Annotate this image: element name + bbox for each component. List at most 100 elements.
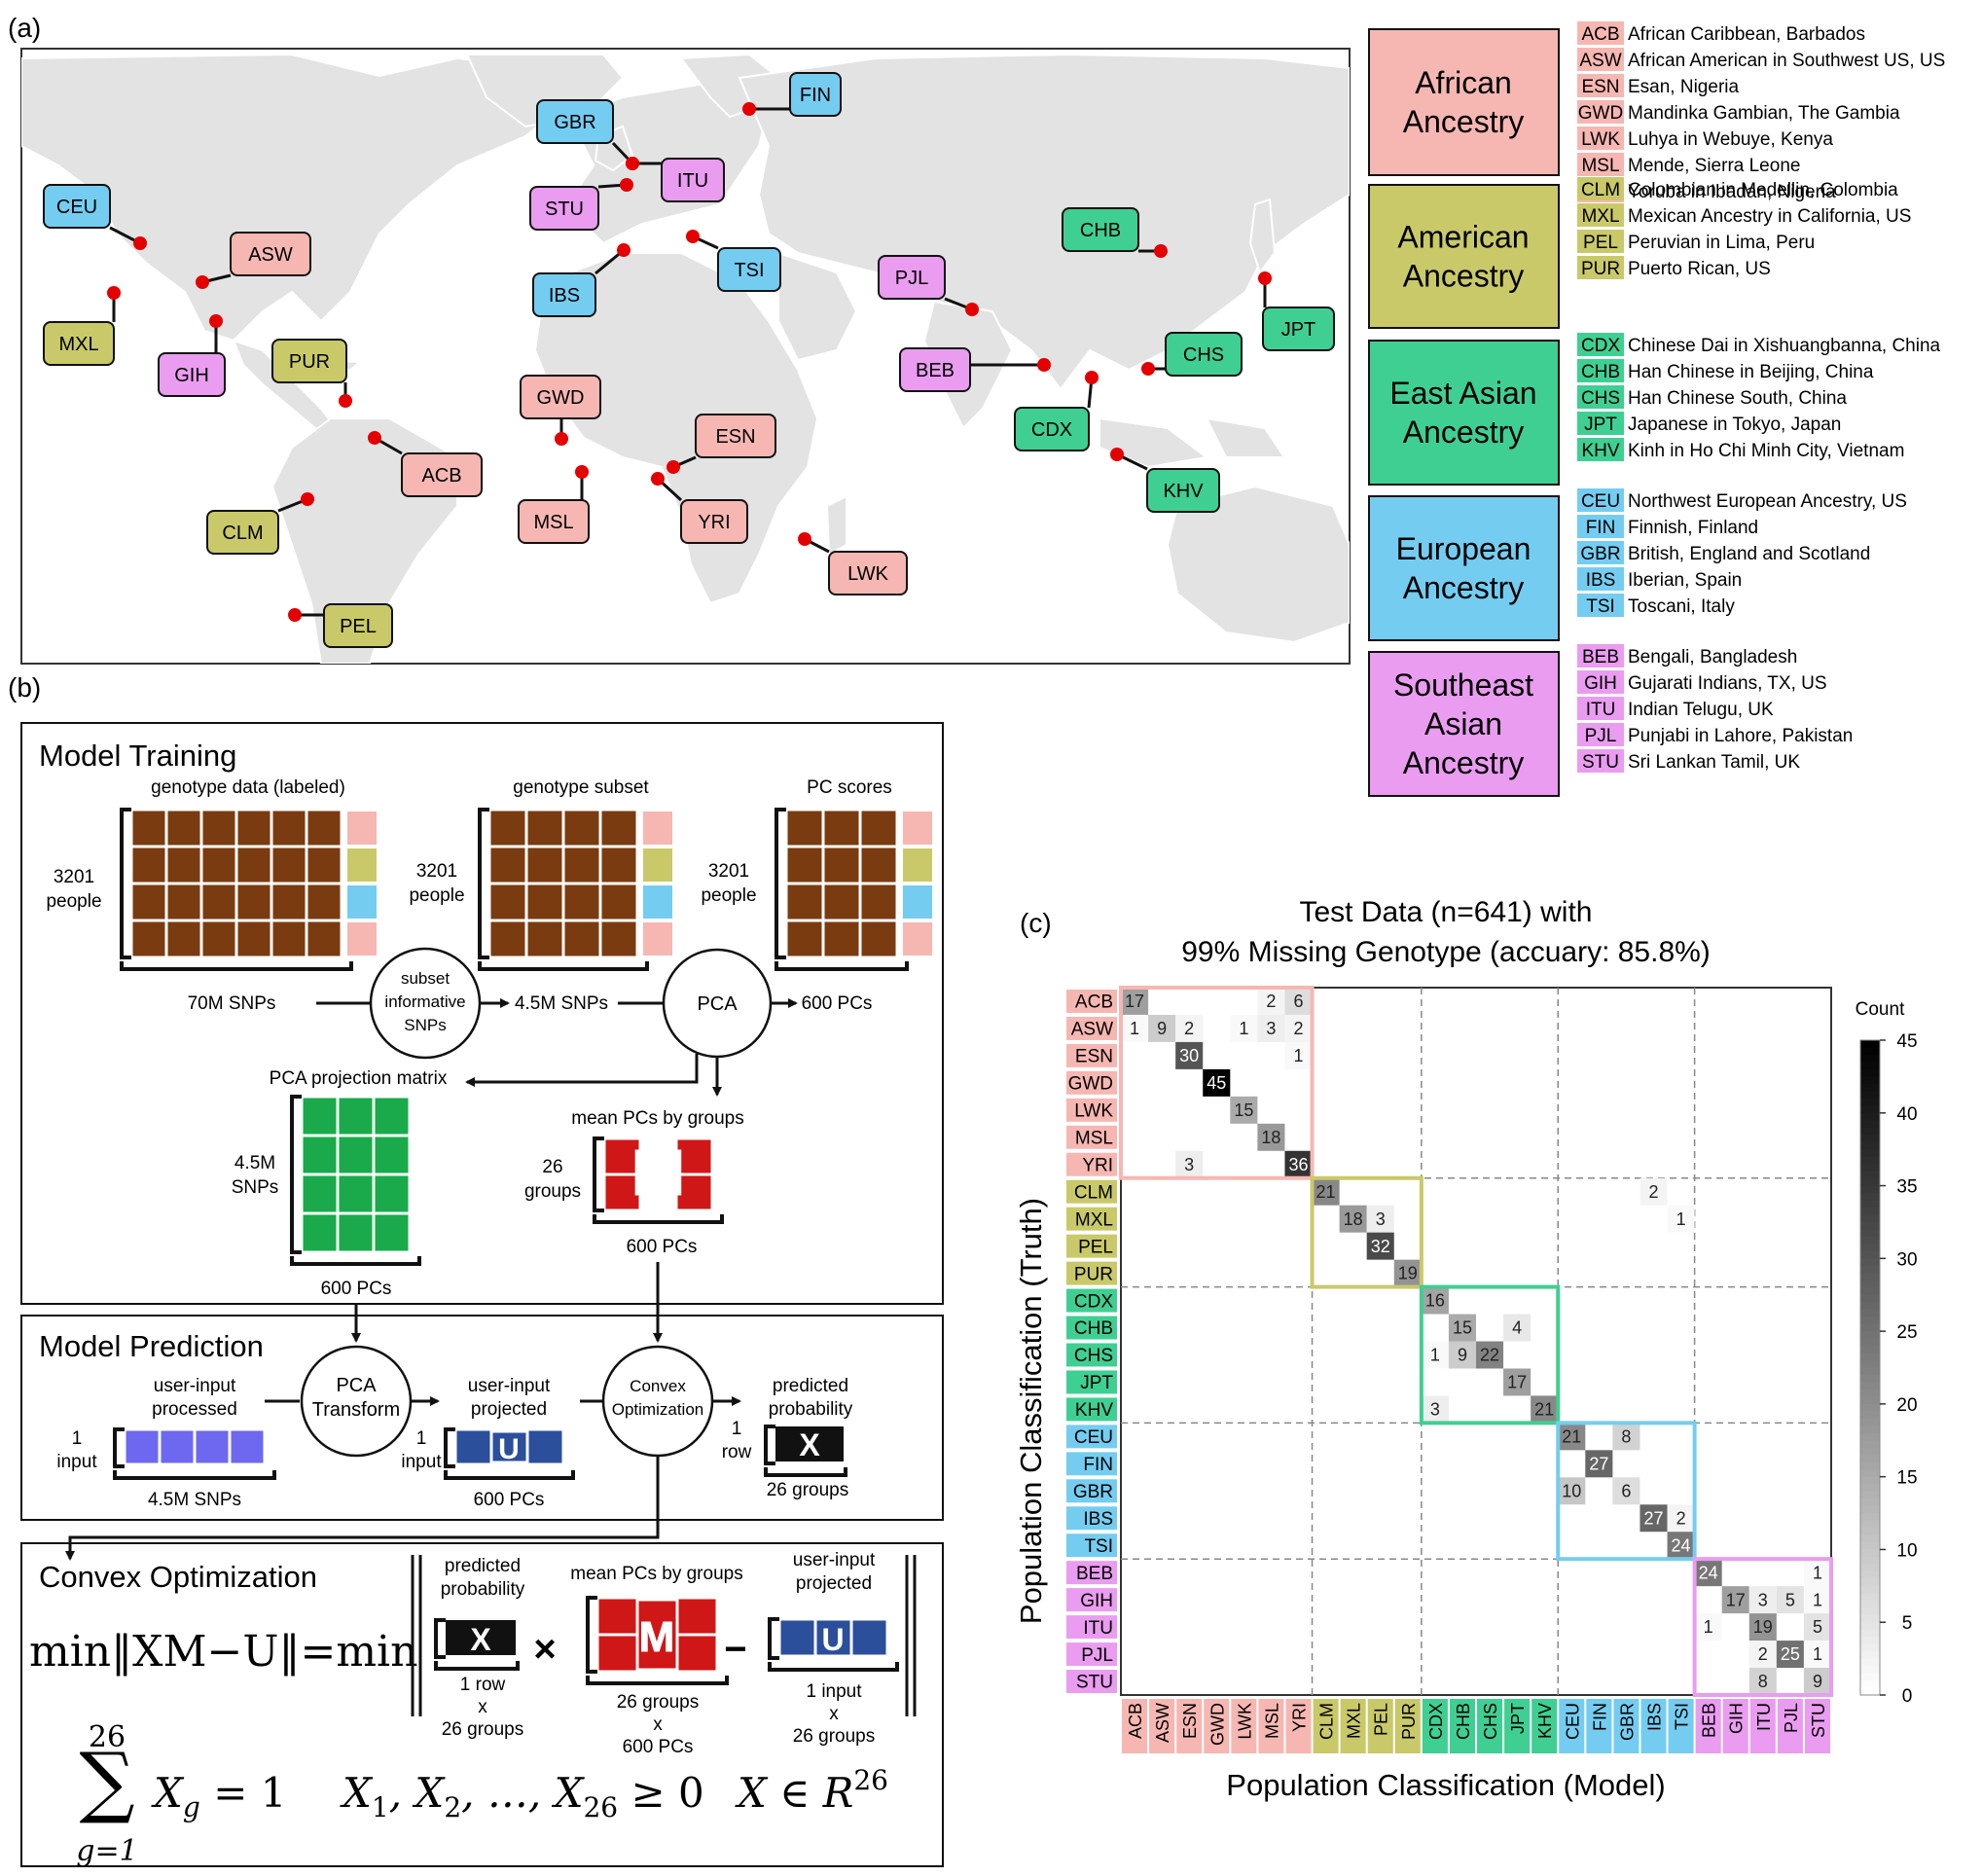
x-tick-swatch: [1176, 1699, 1203, 1753]
colorbar-segment: [1860, 1637, 1880, 1645]
gm1-cell: [305, 808, 343, 848]
colorbar-segment: [1860, 1614, 1880, 1624]
legend-desc: Iberian, Spain: [1628, 570, 1742, 591]
colorbar-segment: [1860, 1207, 1880, 1216]
map-tag-label-pur: PUR: [289, 351, 330, 373]
colorbar-segment: [1860, 1418, 1880, 1427]
prediction-vector-fill: [775, 1426, 844, 1461]
colorbar-segment: [1860, 1229, 1880, 1238]
input-bottom-bracket: [113, 1470, 276, 1480]
legend-code-swatch: [1577, 644, 1624, 667]
colorbar-segment: [1860, 1083, 1880, 1093]
proj-rows-line1b: 1: [416, 1428, 427, 1449]
gm1-label-swatch: [347, 848, 377, 882]
x-label-line1: predicted: [445, 1556, 521, 1576]
colorbar-tick-label: 0: [1902, 1686, 1913, 1707]
map-tag-label-esn: ESN: [715, 426, 755, 448]
heatmap-cell-value: 17: [1726, 1590, 1746, 1609]
map-tag-tsi: [717, 247, 781, 292]
gm2-label-swatch: [643, 922, 672, 956]
y-tick-label: MSL: [1075, 1128, 1113, 1148]
gm1-cell: [164, 808, 203, 848]
colorbar-segment: [1860, 1076, 1880, 1085]
convex-m-cell: [595, 1633, 639, 1674]
legend-code-swatch: [1577, 74, 1624, 97]
colorbar-segment: [1860, 1141, 1880, 1151]
y-tick-label: BEB: [1076, 1564, 1113, 1584]
map-dot-tsi: [686, 230, 700, 243]
heatmap-cell-value: 2: [1266, 992, 1276, 1011]
map-tag-acb: [401, 452, 483, 497]
colorbar-segment: [1860, 1353, 1880, 1362]
proj-label-line1: user-input: [468, 1376, 551, 1396]
convex-x-bottom-bracket: [434, 1661, 520, 1671]
convex-u-bottom-bracket: [768, 1662, 899, 1672]
map-tag-asw: [230, 232, 311, 276]
map-tag-label-khv: KHV: [1163, 481, 1204, 502]
colorbar-segment: [1860, 1105, 1880, 1114]
gm1-left-bracket: [120, 808, 131, 959]
y-tick-swatch: [1066, 1152, 1117, 1176]
y-tick-swatch: [1066, 1288, 1117, 1313]
heatmap-cell-value: 17: [1125, 992, 1144, 1011]
heatmap-cell: [1803, 1613, 1831, 1642]
colorbar-segment: [1860, 1469, 1880, 1478]
y-tick-swatch: [1066, 1207, 1117, 1231]
gm1-cell: [305, 919, 343, 959]
legend-code: GIH: [1584, 673, 1617, 694]
sum-upper: 26: [89, 1720, 126, 1754]
map-tag-label-pjl: PJL: [895, 268, 928, 289]
map-tag-label-beb: BEB: [916, 360, 955, 381]
projected-letter-u: U: [498, 1433, 520, 1465]
gm3-cell: [858, 919, 899, 959]
y-tick-label: GWD: [1068, 1074, 1113, 1095]
y-tick-swatch: [1066, 1615, 1117, 1640]
mean-left-bracket: [593, 1136, 604, 1212]
sum-sigma: ∑: [79, 1736, 134, 1826]
convex-title: Convex Optimization: [39, 1560, 317, 1594]
map-dot-ibs: [617, 243, 631, 257]
colorbar-segment: [1860, 1149, 1880, 1158]
y-tick-label: CHS: [1074, 1346, 1113, 1366]
heatmap-cell-value: 5: [1785, 1590, 1795, 1609]
y-tick-label: MXL: [1075, 1209, 1113, 1230]
heatmap-cell: [1175, 1014, 1204, 1042]
heatmap-cell-value: 18: [1344, 1209, 1363, 1229]
y-tick-swatch: [1066, 1533, 1117, 1558]
convex-u-cell: [777, 1617, 817, 1658]
model-prediction-panel: Model Prediction user-input processed 1 …: [20, 1262, 944, 1561]
colorbar-tick-label: 15: [1896, 1468, 1917, 1489]
people-label-2: people: [409, 885, 464, 906]
x-tick-swatch: [1258, 1699, 1284, 1753]
legend-desc: British, England and Scotland: [1628, 544, 1870, 564]
colorbar-segment: [1860, 1600, 1880, 1609]
map-dot-jpt: [1258, 271, 1272, 285]
heatmap-group-box: [1556, 1421, 1697, 1562]
map-tag-label-tsi: TSI: [734, 260, 764, 281]
x-tick-swatch: [1749, 1699, 1776, 1753]
projection-cell: [336, 1095, 376, 1137]
colorbar-segment: [1860, 1317, 1880, 1325]
projected-cell: [525, 1427, 565, 1466]
heatmap-cell: [1748, 1613, 1777, 1642]
legend-group-title: Ancestry: [1403, 104, 1524, 139]
colorbar-segment: [1860, 1047, 1880, 1056]
gm1-cell: [270, 882, 308, 922]
colorbar-segment: [1860, 1491, 1880, 1500]
map-tag-label-chs: CHS: [1183, 344, 1224, 366]
map-dot-esn: [667, 460, 680, 474]
x-tick-swatch: [1559, 1699, 1585, 1753]
heatmap-cell-value: 2: [1676, 1508, 1686, 1528]
heatmap-cell: [1312, 1177, 1340, 1206]
input-cell: [158, 1427, 197, 1466]
colorbar-segment: [1860, 1389, 1880, 1398]
colorbar-segment: [1860, 1440, 1880, 1449]
gm1-label-swatch: [347, 922, 377, 956]
map-dot-chb: [1154, 244, 1168, 258]
legend-group-african: [1368, 28, 1560, 176]
legend-desc: Han Chinese South, China: [1628, 388, 1847, 409]
transform-op-line1: PCA: [336, 1375, 377, 1396]
heatmap-cell: [1640, 1177, 1668, 1206]
colorbar-segment: [1860, 1680, 1880, 1689]
y-tick-label: TSI: [1084, 1536, 1113, 1557]
